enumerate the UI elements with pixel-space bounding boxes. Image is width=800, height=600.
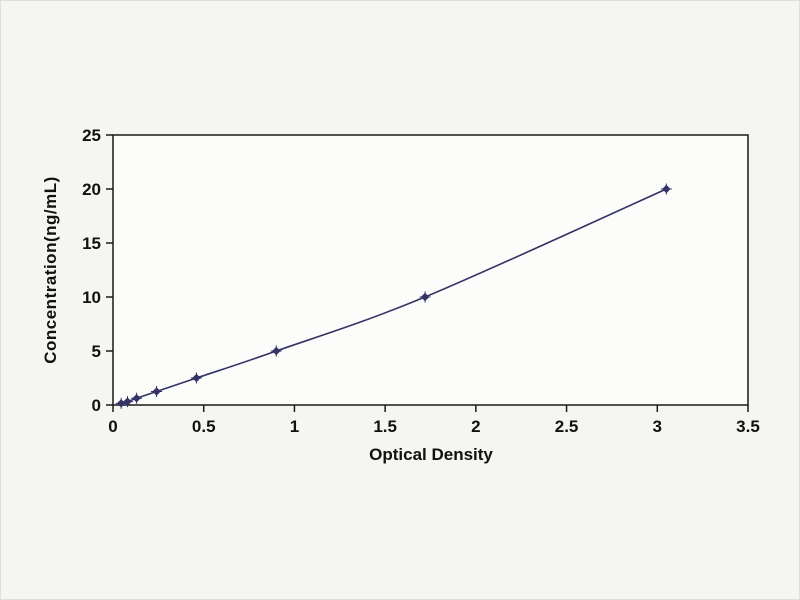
data-point-marker	[152, 387, 161, 396]
x-tick-label: 2	[471, 417, 480, 436]
y-tick-label: 10	[82, 288, 101, 307]
x-tick-label: 3	[653, 417, 662, 436]
x-tick-label: 1	[290, 417, 299, 436]
y-tick-label: 20	[82, 180, 101, 199]
data-point-marker	[272, 346, 281, 356]
y-tick-label: 5	[92, 342, 101, 361]
y-tick-label: 25	[82, 126, 101, 145]
plot-frame	[112, 134, 749, 406]
y-axis-title: Concentration(ng/mL)	[41, 176, 60, 364]
data-point-marker	[420, 292, 430, 302]
y-tick-label: 0	[92, 396, 101, 415]
data-point-marker	[662, 184, 671, 194]
x-tick-label: 3.5	[736, 417, 760, 436]
data-point-marker	[123, 397, 132, 406]
x-tick-label: 1.5	[373, 417, 397, 436]
y-tick-label: 15	[82, 234, 101, 253]
data-point-marker	[192, 373, 201, 383]
x-axis-title: Optical Density	[369, 445, 493, 464]
x-tick-label: 0.5	[192, 417, 216, 436]
data-point-marker	[132, 394, 141, 403]
x-tick-label: 0	[108, 417, 117, 436]
x-tick-label: 2.5	[555, 417, 579, 436]
